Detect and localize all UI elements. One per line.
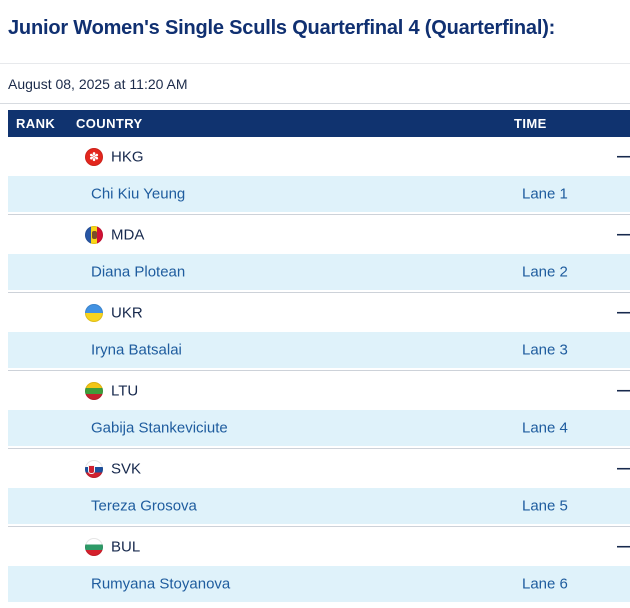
table-body: HKG — Chi Kiu Yeung Lane 1 MDA — Diana P…	[8, 137, 630, 602]
ltu-flag-icon	[85, 381, 103, 400]
mda-flag-icon	[85, 225, 103, 244]
athlete-name: Tereza Grosova	[91, 497, 197, 515]
country-code: MDA	[111, 226, 145, 243]
column-header-country: COUNTRY	[76, 116, 143, 131]
divider	[0, 103, 630, 104]
lane-value: Lane 5	[522, 497, 568, 515]
hkg-flag-icon	[85, 147, 103, 166]
country-code: HKG	[111, 148, 144, 165]
country-code: UKR	[111, 304, 143, 321]
lane-value: Lane 1	[522, 185, 568, 203]
svk-flag-icon	[85, 459, 103, 478]
time-value-dash: —	[617, 304, 630, 322]
table-header-row: RANK COUNTRY TIME	[8, 110, 630, 137]
country-code: LTU	[111, 382, 139, 399]
entry-group: UKR — Iryna Batsalai Lane 3	[8, 293, 630, 371]
entry-group: SVK — Tereza Grosova Lane 5	[8, 449, 630, 527]
results-table: RANK COUNTRY TIME HKG — Chi Kiu Yeung La…	[8, 110, 630, 602]
country-row: MDA —	[8, 215, 630, 254]
country-code: BUL	[111, 538, 141, 555]
athlete-row: Iryna Batsalai Lane 3	[8, 332, 630, 368]
athlete-name: Gabija Stankeviciute	[91, 419, 228, 437]
country-code: SVK	[111, 460, 142, 477]
country-row: SVK —	[8, 449, 630, 488]
athlete-row: Tereza Grosova Lane 5	[8, 488, 630, 524]
event-datetime: August 08, 2025 at 11:20 AM	[8, 76, 188, 92]
athlete-row: Gabija Stankeviciute Lane 4	[8, 410, 630, 446]
time-value-dash: —	[617, 460, 630, 478]
lane-value: Lane 4	[522, 419, 568, 437]
column-header-time: TIME	[514, 116, 547, 131]
country-row: UKR —	[8, 293, 630, 332]
page-title: Junior Women's Single Sculls Quarterfina…	[8, 17, 556, 39]
entry-group: MDA — Diana Plotean Lane 2	[8, 215, 630, 293]
country-row: HKG —	[8, 137, 630, 176]
athlete-name: Chi Kiu Yeung	[91, 185, 186, 203]
athlete-name: Diana Plotean	[91, 263, 186, 281]
time-value-dash: —	[617, 538, 630, 556]
bul-flag-icon	[85, 537, 103, 556]
entry-group: BUL — Rumyana Stoyanova Lane 6	[8, 527, 630, 602]
lane-value: Lane 3	[522, 341, 568, 359]
lane-value: Lane 2	[522, 263, 568, 281]
country-row: BUL —	[8, 527, 630, 566]
divider	[0, 63, 630, 64]
entry-group: HKG — Chi Kiu Yeung Lane 1	[8, 137, 630, 215]
athlete-row: Chi Kiu Yeung Lane 1	[8, 176, 630, 212]
column-header-rank: RANK	[16, 116, 56, 131]
time-value-dash: —	[617, 382, 630, 400]
time-value-dash: —	[617, 148, 630, 166]
athlete-row: Diana Plotean Lane 2	[8, 254, 630, 290]
athlete-row: Rumyana Stoyanova Lane 6	[8, 566, 630, 602]
time-value-dash: —	[617, 226, 630, 244]
ukr-flag-icon	[85, 303, 103, 322]
athlete-name: Iryna Batsalai	[91, 341, 182, 359]
athlete-name: Rumyana Stoyanova	[91, 575, 231, 593]
lane-value: Lane 6	[522, 575, 568, 593]
country-row: LTU —	[8, 371, 630, 410]
entry-group: LTU — Gabija Stankeviciute Lane 4	[8, 371, 630, 449]
